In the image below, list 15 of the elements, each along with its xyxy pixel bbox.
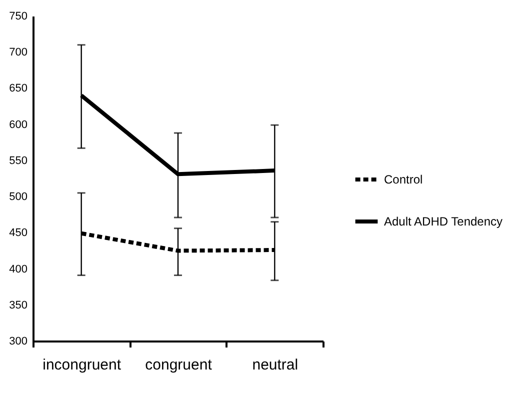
y-tick-label: 600 xyxy=(9,118,28,131)
y-tick-label: 650 xyxy=(9,82,28,95)
y-tick-label: 750 xyxy=(9,10,28,22)
x-tick-label: neutral xyxy=(252,356,298,374)
y-tick-label: 450 xyxy=(9,227,28,240)
y-tick-label: 400 xyxy=(9,263,28,276)
y-tick-label: 700 xyxy=(9,46,28,59)
x-tick-label: congruent xyxy=(145,356,213,374)
x-tick-label: incongruent xyxy=(42,356,122,374)
legend-label: Adult ADHD Tendency xyxy=(384,214,503,228)
y-tick-label: 550 xyxy=(9,154,28,167)
y-tick-label: 350 xyxy=(9,299,28,312)
y-tick-label: 300 xyxy=(9,336,28,348)
y-tick-label: 500 xyxy=(9,191,28,204)
legend-label: Control xyxy=(384,172,423,186)
